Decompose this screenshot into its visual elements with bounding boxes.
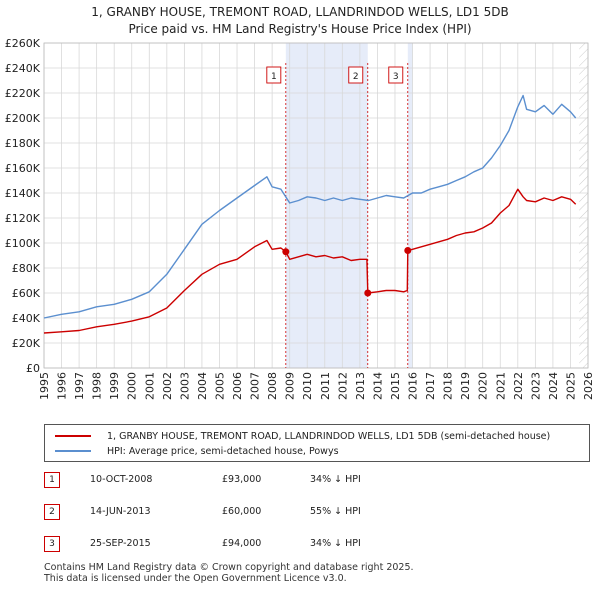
x-tick-label: 2008	[266, 372, 279, 400]
sale-period-shade	[285, 43, 368, 368]
transaction-marker: 3	[44, 536, 60, 552]
sale-label-text: 2	[353, 72, 359, 82]
sale-period-shade	[407, 43, 413, 368]
x-tick-label: 2016	[407, 372, 420, 400]
x-tick-label: 2013	[354, 372, 367, 400]
x-tick-label: 1999	[108, 372, 121, 400]
y-tick-label: £80K	[12, 262, 41, 275]
footer-copyright: Contains HM Land Registry data © Crown c…	[44, 562, 414, 573]
price-chart: £0 £20K £40K £60K £80K £100K £120K £140K £160K £1…	[5, 37, 595, 400]
sale-point	[282, 248, 290, 256]
x-tick-label: 2011	[319, 372, 332, 400]
x-tick-label: 2020	[477, 372, 490, 400]
sale-label-text: 1	[271, 72, 277, 82]
y-tick-label: £260K	[5, 37, 41, 50]
y-tick-label: £0	[26, 362, 40, 375]
x-tick-label: 2004	[196, 372, 209, 400]
y-tick-label: £60K	[12, 287, 41, 300]
y-tick-label: £120K	[5, 212, 41, 225]
x-tick-label: 2015	[389, 372, 402, 400]
transaction-date: 10-OCT-2008	[90, 474, 153, 485]
x-tick-label: 2007	[249, 372, 262, 400]
x-tick-label: 2018	[442, 372, 455, 400]
plot-area-border	[43, 42, 589, 369]
x-tick-label: 2021	[494, 372, 507, 400]
transaction-hpi-diff: 55% ↓ HPI	[310, 506, 361, 517]
x-tick-label: 2024	[547, 372, 560, 400]
y-tick-label: £180K	[5, 137, 41, 150]
x-tick-label: 2003	[178, 372, 191, 400]
chart-subtitle: Price paid vs. HM Land Registry's House …	[128, 22, 472, 36]
x-tick-label: 2009	[284, 372, 297, 400]
x-tick-label: 1997	[73, 372, 86, 400]
sale-point	[404, 247, 412, 254]
sale-label-box	[388, 66, 404, 84]
y-tick-label: £100K	[5, 237, 41, 250]
footer-licence: This data is licensed under the Open Gov…	[44, 573, 347, 584]
table-row: 2 14-JUN-2013 £60,000 55% ↓ HPI	[44, 504, 444, 522]
legend-label-hpi: HPI: Average price, semi-detached house,…	[107, 445, 339, 457]
x-tick-label: 1998	[91, 372, 104, 400]
transaction-date: 14-JUN-2013	[90, 506, 151, 517]
transaction-date: 25-SEP-2015	[90, 538, 151, 549]
x-tick-label: 1996	[56, 372, 69, 400]
legend-item-property: 1, GRANBY HOUSE, TREMONT ROAD, LLANDRIND…	[55, 429, 550, 443]
x-tick-label: 2005	[213, 372, 226, 400]
x-tick-label: 2010	[301, 372, 314, 400]
x-tick-label: 2001	[143, 372, 156, 400]
y-tick-label: £20K	[12, 337, 41, 350]
x-tick-label: 2006	[231, 372, 244, 400]
chart-title: 1, GRANBY HOUSE, TREMONT ROAD, LLANDRIND…	[91, 5, 509, 19]
x-tick-label: 2025	[564, 372, 577, 400]
x-tick-label: 2019	[459, 372, 472, 400]
x-tick-label: 2014	[371, 372, 384, 400]
legend-item-hpi: HPI: Average price, semi-detached house,…	[55, 444, 339, 458]
transaction-price: £94,000	[222, 538, 262, 549]
legend-swatch-property	[55, 435, 91, 437]
y-tick-label: £240K	[5, 62, 41, 75]
footer: Contains HM Land Registry data © Crown c…	[44, 562, 414, 584]
transaction-hpi-diff: 34% ↓ HPI	[310, 538, 361, 549]
sale-label-box	[266, 66, 282, 84]
x-tick-label: 2017	[424, 372, 437, 400]
y-tick-label: £40K	[12, 312, 41, 325]
y-tick-label: £160K	[5, 162, 41, 175]
y-tick-label: £200K	[5, 112, 41, 125]
x-tick-label: 2002	[161, 372, 174, 400]
x-tick-label: 2012	[336, 372, 349, 400]
x-tick-label: 2023	[529, 372, 542, 400]
transaction-marker: 2	[44, 504, 60, 520]
x-tick-label: 2022	[512, 372, 525, 400]
y-tick-label: £140K	[5, 187, 41, 200]
legend-label-property: 1, GRANBY HOUSE, TREMONT ROAD, LLANDRIND…	[107, 430, 551, 442]
table-row: 1 10-OCT-2008 £93,000 34% ↓ HPI	[44, 472, 444, 490]
transaction-price: £93,000	[222, 474, 262, 485]
hpi-line	[43, 94, 577, 319]
x-tick-label: 2026	[582, 372, 595, 400]
projection-hatch	[579, 43, 588, 368]
transaction-price: £60,000	[222, 506, 262, 517]
legend-swatch-hpi	[55, 450, 91, 452]
x-tick-label: 1995	[38, 372, 51, 400]
sale-point	[364, 289, 372, 297]
legend: 1, GRANBY HOUSE, TREMONT ROAD, LLANDRIND…	[44, 424, 590, 462]
sale-label-box	[348, 66, 364, 84]
x-tick-label: 2000	[126, 372, 139, 400]
sale-label-text: 3	[393, 72, 399, 82]
table-row: 3 25-SEP-2015 £94,000 34% ↓ HPI	[44, 536, 444, 554]
y-tick-label: £220K	[5, 87, 41, 100]
transaction-hpi-diff: 34% ↓ HPI	[310, 474, 361, 485]
transaction-marker: 1	[44, 472, 60, 488]
